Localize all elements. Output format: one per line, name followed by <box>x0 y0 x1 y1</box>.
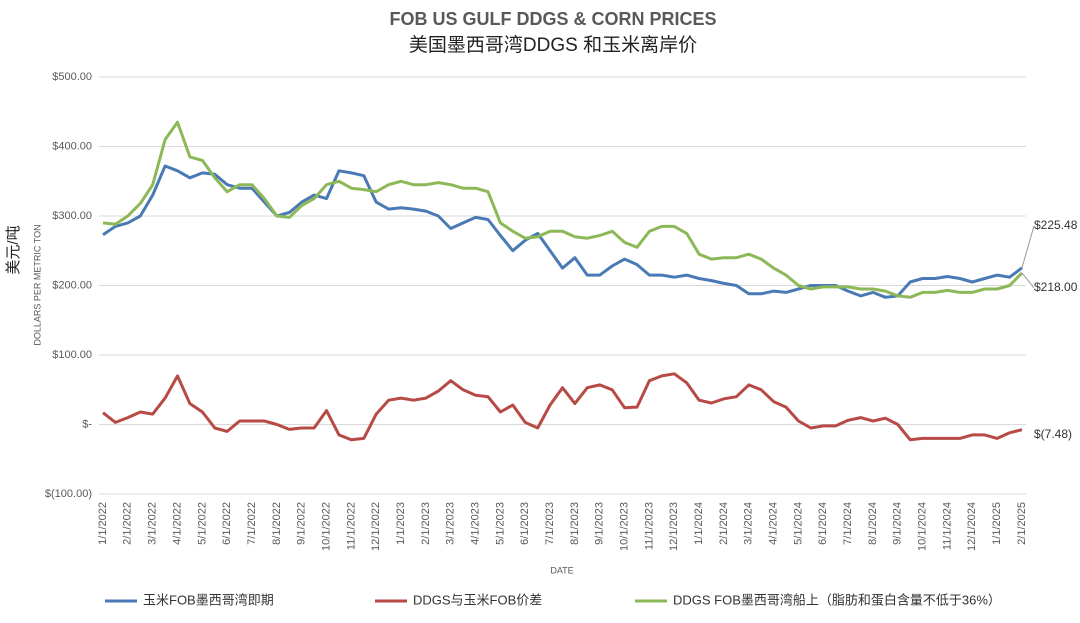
x-tick-label: 1/1/2023 <box>395 502 407 545</box>
y-tick-label: $- <box>82 418 92 430</box>
x-tick-label: 3/1/2023 <box>445 502 457 545</box>
legend-label: DDGS FOB墨西哥湾船上（脂肪和蛋白含量不低于36%） <box>673 592 1001 607</box>
x-tick-label: 10/1/2024 <box>917 502 929 551</box>
x-tick-label: 12/1/2023 <box>668 502 680 551</box>
x-tick-label: 4/1/2024 <box>768 502 780 545</box>
y-tick-label: $300.00 <box>52 210 92 222</box>
x-tick-label: 2/1/2024 <box>718 502 730 545</box>
chart-title: FOB US GULF DDGS & CORN PRICES <box>389 9 716 29</box>
y-tick-label: $200.00 <box>52 279 92 291</box>
x-tick-label: 8/1/2024 <box>867 502 879 545</box>
value-label: $225.48 <box>1034 218 1078 232</box>
x-tick-label: 7/1/2023 <box>544 502 556 545</box>
x-tick-label: 8/1/2022 <box>271 502 283 545</box>
y-tick-label: $(100.00) <box>45 488 92 500</box>
x-tick-label: 2/1/2023 <box>420 502 432 545</box>
x-tick-label: 5/1/2022 <box>196 502 208 545</box>
y-axis-label: DOLLARS PER METRIC TON <box>32 224 42 345</box>
x-tick-label: 6/1/2024 <box>817 502 829 545</box>
x-tick-label: 11/1/2022 <box>345 502 357 550</box>
x-tick-label: 5/1/2023 <box>494 502 506 545</box>
chart-subtitle: 美国墨西哥湾DDGS 和玉米离岸价 <box>409 34 697 56</box>
x-tick-label: 4/1/2023 <box>469 502 481 545</box>
label-leader <box>1021 272 1035 289</box>
x-tick-label: 2/1/2025 <box>1016 502 1028 545</box>
x-tick-label: 1/1/2024 <box>693 502 705 545</box>
x-tick-label: 9/1/2024 <box>892 502 904 545</box>
x-tick-label: 6/1/2023 <box>519 502 531 545</box>
y-axis-label-cn: 美元/吨 <box>5 225 22 274</box>
x-tick-label: 8/1/2023 <box>569 502 581 545</box>
value-label: $218.00 <box>1034 280 1078 294</box>
series-line <box>102 120 1024 299</box>
legend-label: DDGS与玉米FOB价差 <box>413 592 542 607</box>
x-tick-label: 12/1/2022 <box>370 502 382 551</box>
x-tick-label: 9/1/2022 <box>296 502 308 545</box>
x-axis-label: DATE <box>550 565 573 575</box>
x-tick-label: 11/1/2024 <box>941 502 953 550</box>
label-leader <box>1021 225 1035 268</box>
x-tick-label: 1/1/2025 <box>991 502 1003 545</box>
x-tick-label: 3/1/2024 <box>743 502 755 545</box>
x-tick-label: 10/1/2022 <box>320 502 332 551</box>
x-tick-label: 3/1/2022 <box>147 502 159 545</box>
value-label: $(7.48) <box>1034 427 1072 441</box>
x-tick-label: 10/1/2023 <box>619 502 631 551</box>
x-tick-label: 9/1/2023 <box>594 502 606 545</box>
x-tick-label: 4/1/2022 <box>171 502 183 545</box>
x-tick-label: 2/1/2022 <box>122 502 134 545</box>
x-tick-label: 5/1/2024 <box>792 502 804 545</box>
series-line <box>102 164 1023 299</box>
x-tick-label: 1/1/2022 <box>97 502 109 545</box>
x-tick-label: 12/1/2024 <box>966 502 978 551</box>
legend-label: 玉米FOB墨西哥湾即期 <box>143 592 274 607</box>
y-tick-label: $400.00 <box>52 140 92 152</box>
series-line <box>102 372 1023 442</box>
x-tick-label: 6/1/2022 <box>221 502 233 545</box>
x-tick-label: 11/1/2023 <box>643 502 655 550</box>
y-tick-label: $500.00 <box>52 71 92 83</box>
y-tick-label: $100.00 <box>52 349 92 361</box>
x-tick-label: 7/1/2024 <box>842 502 854 545</box>
x-tick-label: 7/1/2022 <box>246 502 258 545</box>
